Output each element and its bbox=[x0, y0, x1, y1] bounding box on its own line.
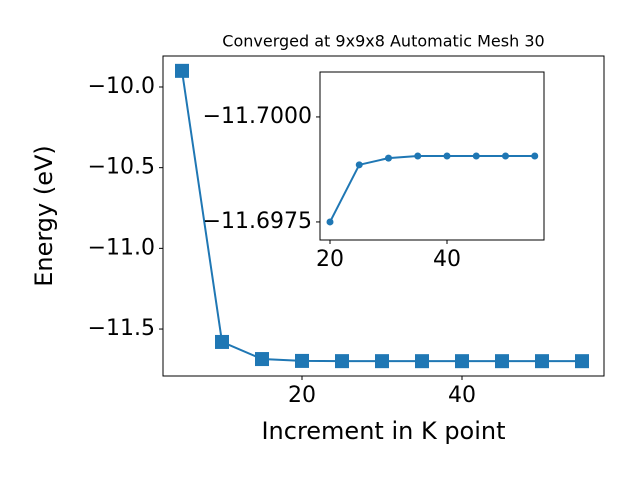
x-tick-label: 40 bbox=[448, 383, 476, 408]
marker bbox=[455, 354, 469, 369]
marker bbox=[375, 354, 389, 369]
marker bbox=[385, 154, 393, 162]
marker bbox=[443, 152, 451, 160]
marker bbox=[415, 354, 429, 369]
y-tick-label: −11.5 bbox=[88, 316, 155, 341]
y-tick-label: −10.5 bbox=[88, 155, 155, 180]
marker bbox=[215, 334, 229, 349]
marker bbox=[175, 63, 189, 78]
marker bbox=[472, 152, 480, 160]
marker bbox=[355, 161, 363, 169]
x-tick-label: 40 bbox=[433, 247, 461, 272]
y-tick-label: −11.0 bbox=[88, 235, 155, 260]
marker bbox=[255, 352, 269, 367]
y-tick-label: −11.6975 bbox=[203, 209, 312, 234]
marker bbox=[295, 353, 309, 368]
marker bbox=[326, 218, 334, 226]
marker bbox=[495, 354, 509, 369]
marker bbox=[535, 354, 549, 369]
marker bbox=[531, 152, 539, 160]
y-axis-label: Energy (eV) bbox=[30, 145, 58, 287]
series-line bbox=[329, 155, 535, 223]
marker bbox=[502, 152, 510, 160]
y-tick-label: −11.7000 bbox=[203, 104, 312, 129]
x-tick-label: 20 bbox=[288, 383, 316, 408]
marker bbox=[575, 354, 589, 369]
x-tick-label: 20 bbox=[316, 247, 344, 272]
x-axis-label: Increment in K point bbox=[261, 417, 505, 445]
marker bbox=[414, 152, 422, 160]
y-tick-label: −10.0 bbox=[88, 74, 155, 99]
marker bbox=[335, 354, 349, 369]
chart-title: Converged at 9x9x8 Automatic Mesh 30 bbox=[222, 32, 544, 51]
